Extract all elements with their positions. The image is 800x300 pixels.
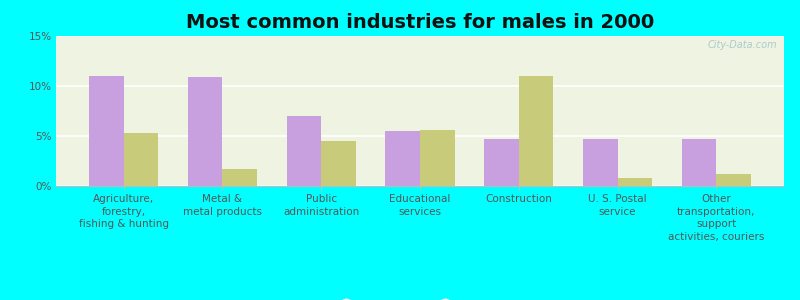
Bar xyxy=(583,139,618,186)
Text: City-Data.com: City-Data.com xyxy=(707,40,777,50)
Bar xyxy=(286,116,322,186)
Bar xyxy=(420,130,454,186)
Bar xyxy=(386,131,420,186)
Bar xyxy=(518,76,554,186)
Bar xyxy=(124,133,158,186)
Bar xyxy=(222,169,257,186)
Legend: Holyrood, Kansas: Holyrood, Kansas xyxy=(329,295,511,300)
Bar xyxy=(89,76,124,186)
Title: Most common industries for males in 2000: Most common industries for males in 2000 xyxy=(186,13,654,32)
Bar xyxy=(716,174,751,186)
Bar xyxy=(484,139,518,186)
Bar xyxy=(188,77,222,186)
Bar xyxy=(618,178,652,186)
Bar xyxy=(322,141,356,186)
Bar xyxy=(682,139,716,186)
